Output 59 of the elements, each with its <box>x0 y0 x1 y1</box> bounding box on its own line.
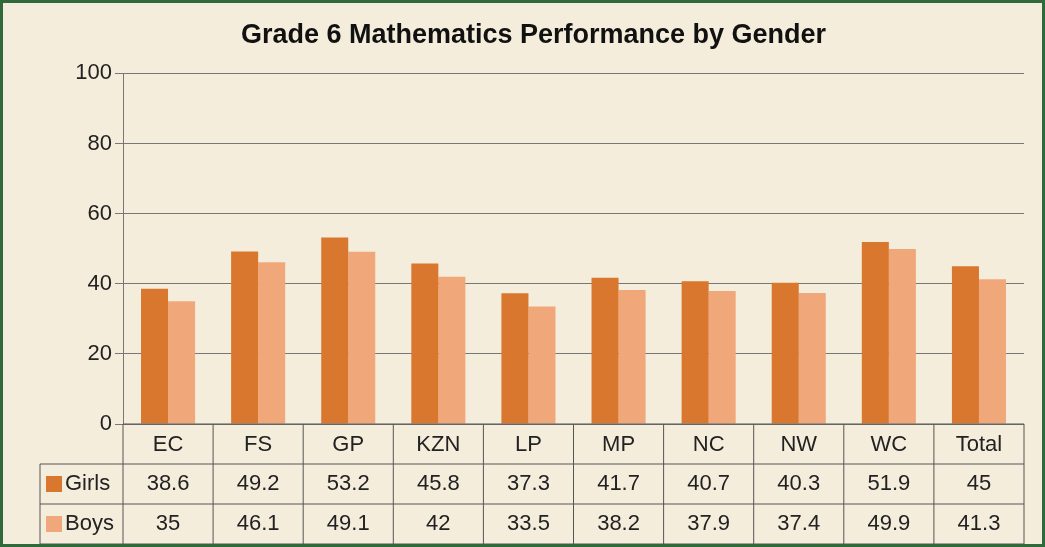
bar <box>141 288 169 424</box>
data-label: 33.5 <box>507 510 550 536</box>
bar <box>528 306 556 424</box>
data-label: 49.9 <box>867 510 911 536</box>
bar <box>258 262 286 424</box>
bar <box>681 281 709 424</box>
x-tick-label: GP <box>332 431 365 457</box>
bar <box>708 291 736 424</box>
data-label: 40.3 <box>777 470 821 496</box>
bar <box>618 290 646 424</box>
bar <box>951 266 979 424</box>
data-label: 45.8 <box>416 470 460 496</box>
bar <box>978 279 1006 424</box>
data-label: 46.1 <box>236 510 280 536</box>
bar <box>888 249 916 424</box>
y-tick-label: 100 <box>75 59 112 85</box>
data-label: 49.1 <box>326 510 370 536</box>
x-tick-label: NW <box>780 431 818 457</box>
bar <box>438 276 466 424</box>
x-tick-label: WC <box>870 431 908 457</box>
chart-title: Grade 6 Mathematics Performance by Gender <box>240 18 827 49</box>
data-label: 41.7 <box>597 470 640 496</box>
y-tick-label: 60 <box>87 199 112 225</box>
y-tick-label: 80 <box>87 129 112 155</box>
y-tick-label: 0 <box>99 410 112 436</box>
bar <box>771 282 799 424</box>
legend-label: Boys <box>65 510 114 536</box>
data-label: 40.7 <box>687 470 731 496</box>
bar <box>591 277 619 424</box>
legend-label: Girls <box>65 470 111 496</box>
data-label: 37.9 <box>687 510 731 536</box>
x-tick-label: FS <box>244 431 273 457</box>
x-tick-label: NC <box>692 431 725 457</box>
x-tick-label: EC <box>152 431 184 457</box>
data-label: 35 <box>155 510 181 536</box>
x-tick-label: KZN <box>416 431 461 457</box>
data-label: 51.9 <box>867 470 911 496</box>
data-label: 42 <box>426 510 451 536</box>
bar <box>348 251 376 424</box>
data-label: 53.2 <box>326 470 370 496</box>
bar <box>321 237 349 424</box>
x-tick-label: Total <box>955 431 1003 457</box>
x-tick-label: MP <box>602 431 636 457</box>
data-label: 45 <box>966 470 992 496</box>
data-label: 38.2 <box>597 510 640 536</box>
bar <box>798 292 826 424</box>
bar <box>861 242 889 424</box>
data-label: 38.6 <box>146 470 190 496</box>
bar <box>501 293 529 424</box>
bar <box>168 301 196 424</box>
data-label: 37.3 <box>507 470 550 496</box>
y-tick-label: 40 <box>87 269 112 295</box>
y-tick-label: 20 <box>87 339 112 365</box>
data-label: 41.3 <box>957 510 1001 536</box>
data-label: 49.2 <box>236 470 280 496</box>
bar <box>231 251 259 424</box>
bar <box>411 263 439 424</box>
x-tick-label: LP <box>514 431 542 457</box>
data-label: 37.4 <box>777 510 821 536</box>
